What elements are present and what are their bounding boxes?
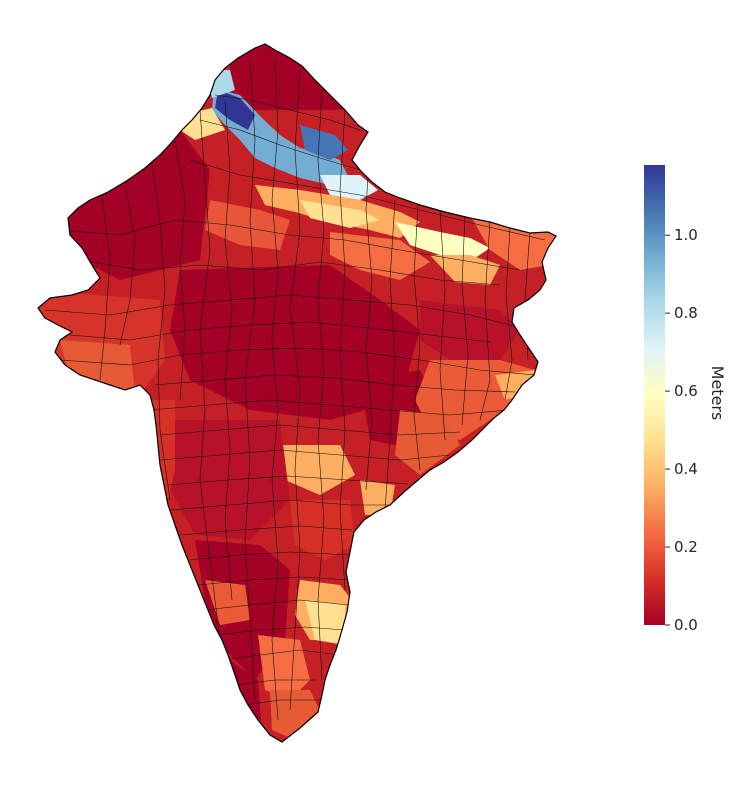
region-andhra-inner (290, 500, 355, 560)
india-outline (37, 43, 557, 743)
colorbar-tick-label: 1.0 (674, 226, 698, 244)
region-tamilnadu-south (270, 690, 322, 740)
region-uttarakhand (320, 175, 378, 200)
colorbar-gradient (644, 165, 665, 625)
region-central (170, 265, 420, 420)
region-nellore (305, 600, 345, 645)
region-jharkhand (420, 300, 520, 360)
colorbar-tick-label: 0.6 (674, 382, 698, 400)
colorbar-label: Meters (708, 366, 727, 421)
region-bihar-pale (395, 222, 490, 258)
region-karnataka-inner (205, 580, 250, 625)
district-boundaries (44, 59, 546, 721)
region-northeast-orange (470, 215, 555, 270)
region-tamilnadu-north (258, 635, 310, 700)
india-map (38, 44, 556, 742)
region-up-east (330, 232, 430, 280)
colorbar-tick-label: 0.2 (674, 538, 698, 556)
region-ganga-yellow (300, 200, 380, 228)
colorbar-tick-label: 0.4 (674, 460, 698, 478)
region-telangana (280, 445, 355, 495)
colorbar: 0.0 0.2 0.4 0.6 0.8 1.0 Meters (644, 165, 727, 634)
colorbar-tick-label: 0.0 (674, 616, 698, 634)
colorbar-ticks: 0.0 0.2 0.4 0.6 0.8 1.0 (665, 226, 698, 634)
region-andhra-coast (360, 480, 395, 515)
region-bihar-orange (430, 255, 500, 285)
region-himalaya-mid (300, 125, 348, 160)
colorbar-tick-label: 0.8 (674, 304, 698, 322)
region-haryana (205, 200, 290, 250)
region-saurashtra (60, 340, 135, 395)
